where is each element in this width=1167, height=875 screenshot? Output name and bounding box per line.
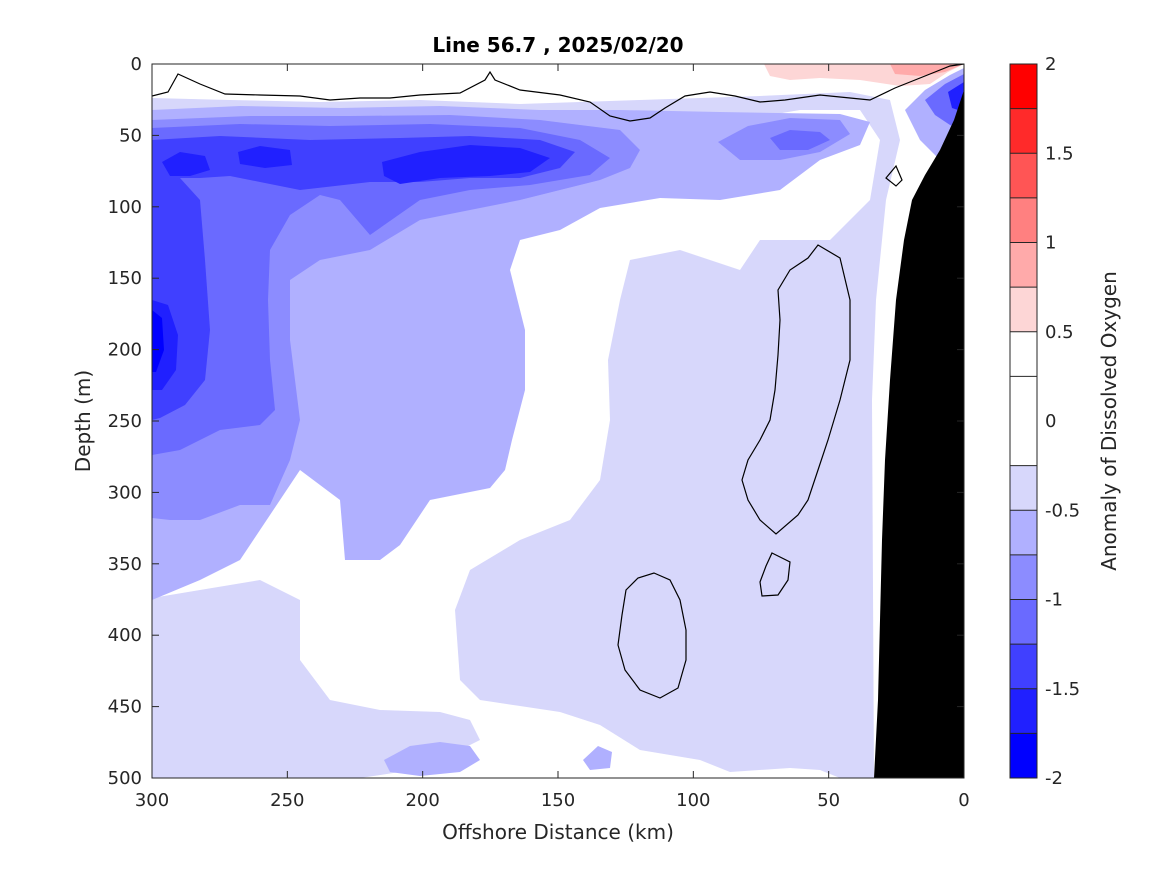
band-positive-medium bbox=[890, 64, 964, 76]
band-4-main bbox=[152, 124, 610, 455]
colorbar-segment bbox=[1010, 688, 1037, 734]
y-tick-label: 350 bbox=[108, 554, 142, 575]
band-6-center-lobe bbox=[238, 146, 292, 168]
colorbar-tick-label: -2 bbox=[1045, 768, 1063, 789]
colorbar-tick-label: 0.5 bbox=[1045, 322, 1074, 343]
zero-contours bbox=[152, 64, 964, 699]
y-tick-label: 250 bbox=[108, 411, 142, 432]
bathymetry-seafloor bbox=[874, 90, 964, 778]
x-axis-ticks: 300 250 200 150 100 50 0 bbox=[135, 64, 970, 811]
colorbar-tick-label: -1 bbox=[1045, 590, 1063, 611]
band-7-left-core bbox=[152, 310, 164, 372]
colorbar-tick-label: 2 bbox=[1045, 54, 1056, 75]
colorbar-tick-label: -0.5 bbox=[1045, 500, 1080, 521]
band-6-left-lobe bbox=[162, 152, 210, 176]
x-tick-label: 250 bbox=[270, 790, 304, 811]
x-tick-label: 150 bbox=[541, 790, 575, 811]
chart-title: Line 56.7 , 2025/02/20 bbox=[432, 33, 683, 57]
band-4-right-blob bbox=[770, 130, 830, 150]
colorbar-segment bbox=[1010, 554, 1037, 600]
contour-band-blue-7 bbox=[152, 310, 164, 372]
colorbar-tick-label: 0 bbox=[1045, 411, 1056, 432]
colorbar: -2 -1.5 -1 -0.5 0 0.5 1 1.5 2 bbox=[1009, 54, 1080, 789]
contour-band-blue-4 bbox=[152, 124, 830, 455]
colorbar-tick-label: -1.5 bbox=[1045, 679, 1080, 700]
colorbar-tick-label: 1.5 bbox=[1045, 143, 1074, 164]
y-tick-label: 0 bbox=[131, 54, 142, 75]
y-tick-label: 100 bbox=[108, 197, 142, 218]
colorbar-segment bbox=[1010, 197, 1037, 243]
colorbar-segment bbox=[1010, 108, 1037, 154]
x-tick-label: 200 bbox=[405, 790, 439, 811]
y-tick-label: 400 bbox=[108, 625, 142, 646]
y-tick-label: 500 bbox=[108, 768, 142, 789]
colorbar-frame bbox=[1009, 63, 1038, 779]
colorbar-segment bbox=[1010, 599, 1037, 645]
band-2-small-blob bbox=[583, 746, 612, 770]
zero-contour-mid-ring bbox=[741, 244, 851, 535]
y-axis-label: Depth (m) bbox=[71, 370, 95, 472]
x-tick-label: 300 bbox=[135, 790, 169, 811]
zero-contour-deep-ring bbox=[617, 572, 687, 699]
y-tick-label: 200 bbox=[108, 340, 142, 361]
colorbar-tick-label: 1 bbox=[1045, 233, 1056, 254]
y-tick-label: 50 bbox=[119, 125, 142, 146]
band-2-deep-blob bbox=[384, 742, 480, 776]
x-tick-label: 0 bbox=[958, 790, 969, 811]
plot-area bbox=[152, 64, 964, 778]
band-6-right-lobe bbox=[382, 145, 550, 184]
y-tick-label: 450 bbox=[108, 697, 142, 718]
band-light-deep-left bbox=[152, 580, 480, 778]
zero-contour-inner-near-80m bbox=[885, 164, 903, 187]
zero-contour-surface bbox=[152, 64, 964, 122]
x-tick-label: 50 bbox=[817, 790, 840, 811]
y-tick-label: 300 bbox=[108, 482, 142, 503]
colorbar-segment bbox=[1010, 644, 1037, 689]
colorbar-segment bbox=[1010, 465, 1037, 511]
colorbar-segment bbox=[1010, 510, 1037, 555]
colorbar-segment bbox=[1010, 287, 1037, 332]
colorbar-segment bbox=[1010, 242, 1037, 288]
colorbar-segment bbox=[1010, 153, 1037, 198]
colorbar-segment bbox=[1010, 64, 1037, 109]
x-axis-label: Offshore Distance (km) bbox=[442, 820, 674, 844]
zero-contour-small-ring bbox=[759, 552, 791, 597]
y-tick-label: 150 bbox=[108, 268, 142, 289]
band-nearshore-mid bbox=[925, 74, 964, 130]
colorbar-segment bbox=[1010, 331, 1037, 377]
colorbar-segment bbox=[1010, 733, 1037, 778]
colorbar-label: Anomaly of Dissolved Oxygen bbox=[1097, 271, 1121, 571]
colorbar-segment bbox=[1010, 376, 1037, 466]
y-axis-ticks: 0 50 100 150 200 250 300 350 400 450 500 bbox=[108, 54, 964, 789]
x-tick-label: 100 bbox=[676, 790, 710, 811]
